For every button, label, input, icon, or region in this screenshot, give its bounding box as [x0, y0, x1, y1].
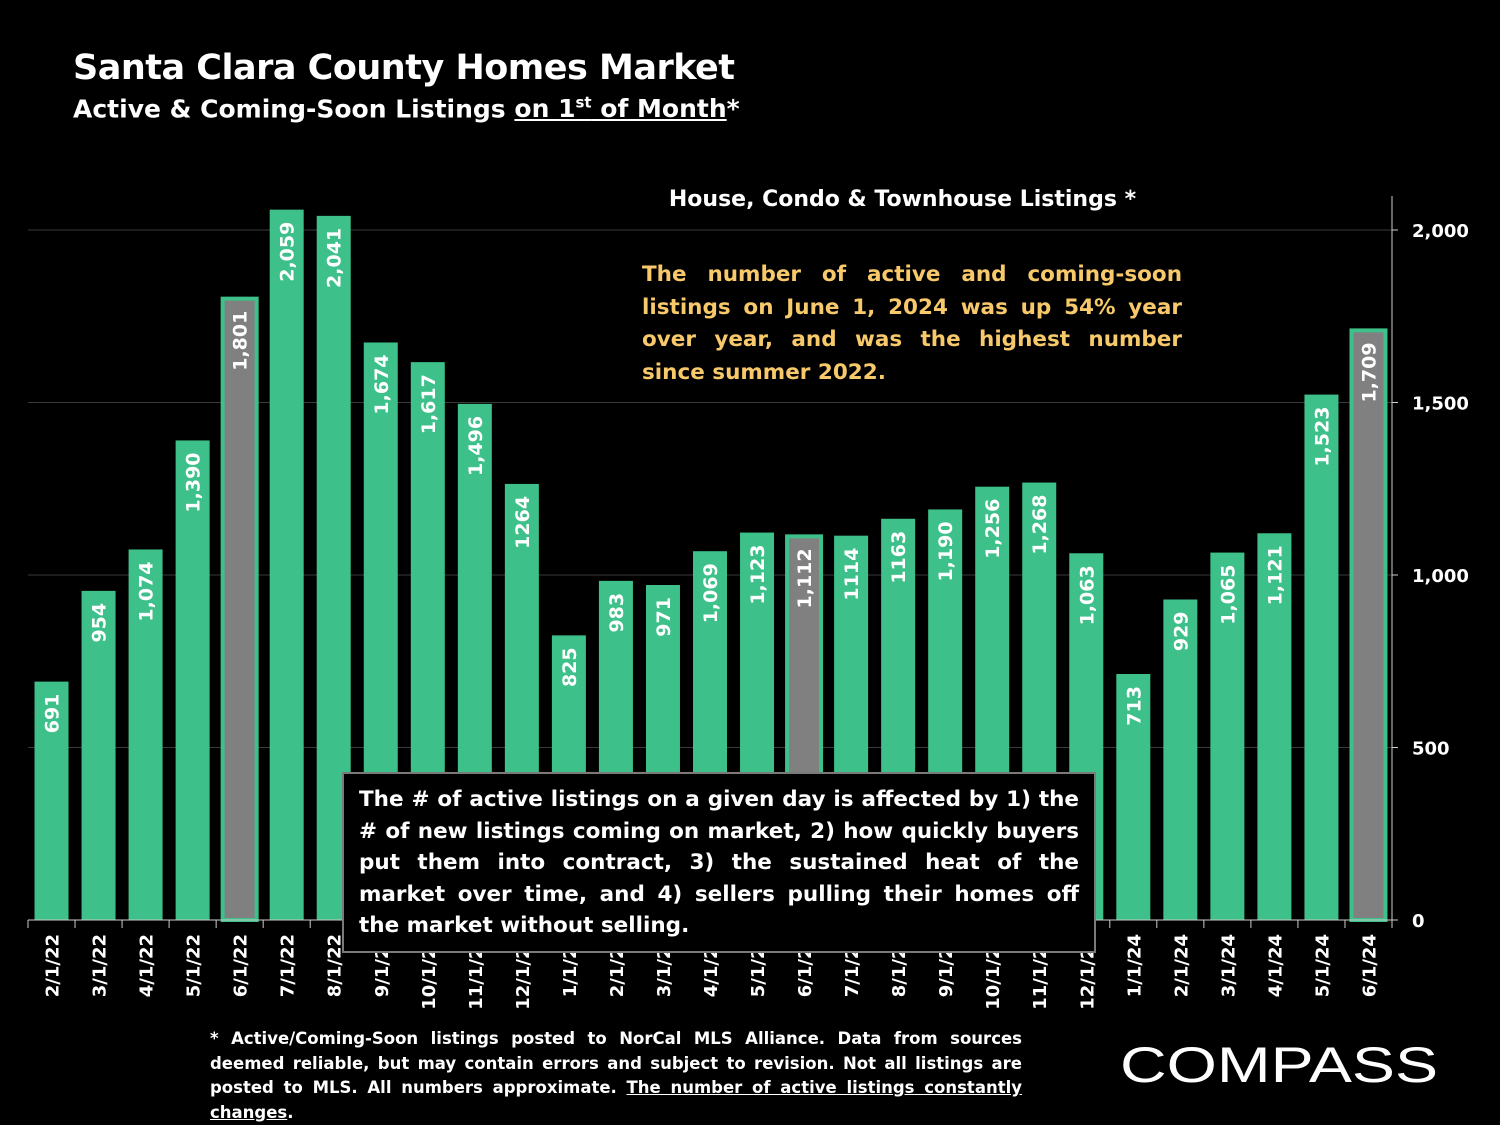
highlight-note: The number of active and coming-soon lis… [642, 262, 1182, 385]
y-tick-label: 2,000 [1412, 221, 1469, 242]
x-tick-label: 4/1/22 [137, 934, 158, 997]
x-tick-label: 4/1/24 [1265, 934, 1286, 997]
value-label-4-1-24: 1,121 [1264, 545, 1286, 605]
bar-5-1-24 [1304, 394, 1339, 920]
value-label-3-1-24: 1,065 [1217, 565, 1239, 625]
value-label-2-1-24: 929 [1170, 611, 1192, 651]
value-label-9-1-23: 1,190 [935, 521, 957, 581]
x-tick-label: 8/1/22 [325, 934, 346, 997]
x-tick-label: 11/1/22 [466, 934, 487, 1010]
x-tick-label: 1/1/24 [1124, 934, 1145, 997]
bar-6-1-24 [1349, 328, 1388, 922]
y-tick-label: 500 [1412, 739, 1450, 760]
bar-6-1-22 [220, 296, 259, 922]
x-tick-label: 6/1/24 [1359, 934, 1380, 997]
x-tick-label: 2/1/24 [1171, 934, 1192, 997]
bar-2-1-24 [1163, 599, 1198, 920]
value-label-5-1-23: 1,123 [747, 545, 769, 605]
chart-title: House, Condo & Townhouse Listings * [668, 187, 1137, 212]
value-label-5-1-24: 1,523 [1311, 407, 1333, 467]
bar-7-1-22 [269, 209, 304, 920]
value-label-8-1-22: 2,041 [324, 228, 346, 288]
x-tick-label: 10/1/23 [983, 934, 1004, 1010]
x-tick-label: 5/1/22 [184, 934, 205, 997]
y-tick-label: 1,000 [1412, 566, 1469, 587]
value-label-10-1-22: 1,617 [418, 374, 440, 434]
bar-3-1-24 [1210, 552, 1245, 920]
compass-logo: COMPASS [1120, 1037, 1438, 1093]
value-label-4-1-22: 1,074 [136, 561, 158, 621]
bar-5-1-22 [175, 440, 210, 920]
value-label-7-1-23: 1114 [841, 548, 863, 601]
value-label-1-1-23: 825 [559, 647, 581, 687]
value-label-11-1-22: 1,496 [465, 416, 487, 476]
x-tick-label: 6/1/22 [231, 934, 252, 997]
value-label-8-1-23: 1163 [888, 531, 910, 584]
y-tick-label: 0 [1412, 911, 1425, 932]
x-tick-label: 12/1/22 [513, 934, 534, 1010]
value-label-3-1-23: 971 [653, 597, 675, 637]
value-label-12-1-22: 1264 [512, 496, 534, 549]
value-label-6-1-24: 1,709 [1358, 342, 1380, 402]
x-tick-label: 3/1/22 [90, 934, 111, 997]
bar-4-1-24 [1257, 533, 1292, 920]
axes: 0 500 1,000 1,500 2,000 2/1/22 3/1/22 4/1/22 5/1… [27, 196, 1469, 1010]
value-label-4-1-23: 1,069 [700, 563, 722, 623]
callout-box: The # of active listings on a given day … [342, 772, 1096, 953]
value-label-7-1-22: 2,059 [277, 222, 299, 282]
value-label-6-1-23: 1,112 [794, 548, 816, 608]
footnote: * Active/Coming-Soon listings posted to … [210, 1029, 1022, 1122]
footnote-link: The number of active listings constantly… [210, 1078, 1022, 1122]
y-tick-label: 1,500 [1412, 394, 1469, 415]
value-label-6-1-22: 1,801 [230, 311, 252, 371]
bar-1-1-24 [1116, 674, 1151, 920]
x-tick-label: 3/1/24 [1218, 934, 1239, 997]
x-tick-label: 12/1/23 [1077, 934, 1098, 1010]
logo-text: COMPASS [1120, 1037, 1438, 1093]
x-tick-label: 11/1/23 [1030, 934, 1051, 1010]
page-subtitle: Active & Coming-Soon Listings on 1st of … [73, 94, 740, 124]
page-title: Santa Clara County Homes Market [73, 48, 735, 88]
value-label-9-1-22: 1,674 [371, 354, 393, 414]
value-label-11-1-23: 1,268 [1029, 495, 1051, 555]
x-tick-label: 7/1/22 [278, 934, 299, 997]
x-tick-label: 5/1/24 [1312, 934, 1333, 997]
x-tick-label: 2/1/22 [43, 934, 64, 997]
value-label-12-1-23: 1,063 [1076, 565, 1098, 625]
value-label-5-1-22: 1,390 [183, 452, 205, 512]
bar-2-1-22 [34, 681, 69, 920]
value-label-3-1-22: 954 [89, 603, 111, 643]
x-tick-label: 10/1/22 [419, 934, 440, 1010]
bar-3-1-22 [81, 590, 116, 920]
value-label-2-1-23: 983 [606, 593, 628, 633]
bar-4-1-22 [128, 549, 163, 920]
value-label-10-1-23: 1,256 [982, 499, 1004, 559]
value-label-1-1-24: 713 [1123, 686, 1145, 726]
value-label-2-1-22: 691 [42, 694, 64, 734]
